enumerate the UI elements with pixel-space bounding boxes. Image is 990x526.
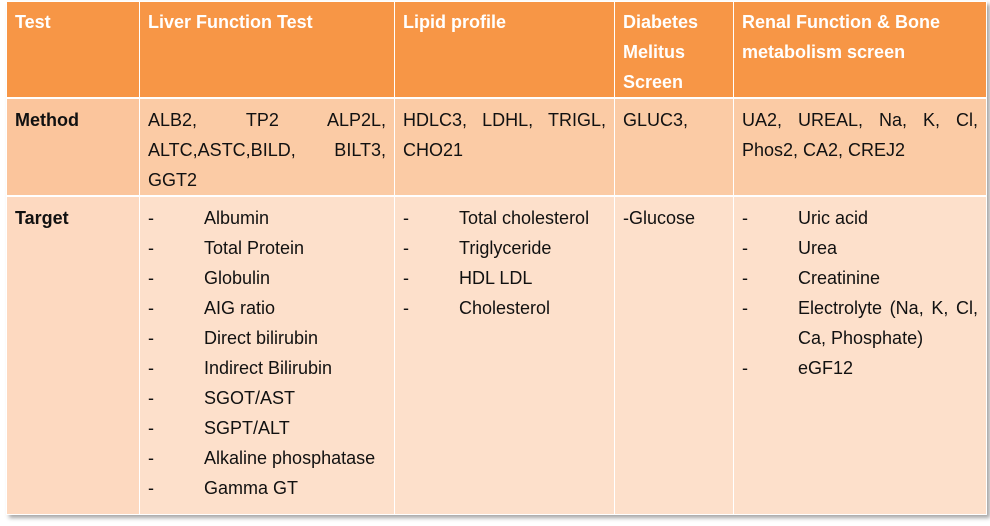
bullet-dash: - [742, 208, 748, 228]
list-item-text: Electrolyte (Na, K, Cl, Ca, Phosphate) [798, 298, 978, 348]
bullet-dash: - [148, 448, 154, 468]
list-item-text: SGPT/ALT [204, 418, 290, 438]
bullet-dash: - [148, 298, 154, 318]
list-item: - SGOT/AST [148, 383, 386, 413]
bullet-dash: - [148, 238, 154, 258]
list-item-text: AIG ratio [204, 298, 276, 318]
bullet-dash: - [148, 478, 154, 498]
bullet-dash: - [148, 208, 154, 228]
bullet-dash: - [742, 298, 748, 318]
list-item: - Electrolyte (Na, K, Cl, Ca, Phosphate) [742, 293, 978, 353]
bullet-dash: - [403, 238, 409, 258]
list-item: - Gamma GT [148, 473, 386, 503]
list-item: - AIG ratio [148, 293, 386, 323]
header-lipid-profile: Lipid profile [394, 1, 615, 99]
target-liver: - Albumin - Total Protein - Globulin - AIG rati… [139, 195, 395, 515]
list-item: - Triglyceride [403, 233, 606, 263]
target-lipid: - Total cholesterol - Triglyceride - HDL LDL -… [394, 195, 615, 515]
test-table: Test Liver Function Test Lipid profile D… [6, 1, 987, 515]
list-item-text: eGF12 [798, 358, 854, 378]
bullet-dash: - [148, 388, 154, 408]
target-liver-list: - Albumin - Total Protein - Globulin - AIG rati… [148, 203, 386, 503]
bullet-dash: - [148, 418, 154, 438]
method-renal: UA2, UREAL, Na, K, Cl, Phos2, CA2, CREJ2 [733, 97, 987, 197]
target-lipid-list: - Total cholesterol - Triglyceride - HDL LDL -… [403, 203, 606, 323]
method-lipid: HDLC3, LDHL, TRIGL, CHO21 [394, 97, 615, 197]
list-item: - Cholesterol [403, 293, 606, 323]
list-item-text: Gamma GT [204, 478, 299, 498]
list-item: - Creatinine [742, 263, 978, 293]
list-item: - Globulin [148, 263, 386, 293]
list-item-text: Total Protein [204, 238, 305, 258]
header-diabetes: Diabetes Melitus Screen [614, 1, 734, 99]
bullet-dash: - [148, 328, 154, 348]
list-item-text: Uric acid [798, 208, 869, 228]
list-item-text: HDL LDL [459, 268, 533, 288]
method-row: Method ALB2, TP2 ALP2L, ALTC,ASTC,BILD, … [6, 97, 987, 197]
list-item-text: Total cholesterol [459, 208, 590, 228]
list-item: - Alkaline phosphatase [148, 443, 386, 473]
header-test: Test [6, 1, 140, 99]
target-diabetes: -Glucose [614, 195, 734, 515]
list-item: - Indirect Bilirubin [148, 353, 386, 383]
target-renal-list: - Uric acid - Urea - Creatinine - Electrolyte (… [742, 203, 978, 383]
list-item-text: Triglyceride [459, 238, 552, 258]
list-item-text: Globulin [204, 268, 271, 288]
list-item-text: Alkaline phosphatase [204, 448, 376, 468]
bullet-dash: - [148, 268, 154, 288]
header-row: Test Liver Function Test Lipid profile D… [6, 1, 987, 99]
list-item: - Urea [742, 233, 978, 263]
list-item-text: Indirect Bilirubin [204, 358, 333, 378]
list-item: - Albumin [148, 203, 386, 233]
list-item: - HDL LDL [403, 263, 606, 293]
bullet-dash: - [403, 268, 409, 288]
list-item: - Total cholesterol [403, 203, 606, 233]
header-liver-function: Liver Function Test [139, 1, 395, 99]
list-item-text: Cholesterol [459, 298, 551, 318]
list-item-text: Urea [798, 238, 838, 258]
list-item-text: SGOT/AST [204, 388, 296, 408]
list-item: - SGPT/ALT [148, 413, 386, 443]
method-diabetes: GLUC3, [614, 97, 734, 197]
bullet-dash: - [148, 358, 154, 378]
bullet-dash: - [742, 238, 748, 258]
list-item: - Direct bilirubin [148, 323, 386, 353]
list-item-text: Direct bilirubin [204, 328, 319, 348]
list-item-text: Albumin [204, 208, 270, 228]
list-item: - eGF12 [742, 353, 978, 383]
target-label: Target [6, 195, 140, 515]
list-item: - Uric acid [742, 203, 978, 233]
method-liver: ALB2, TP2 ALP2L, ALTC,ASTC,BILD, BILT3, … [139, 97, 395, 197]
bullet-dash: - [403, 208, 409, 228]
header-renal-bone: Renal Function & Bone metabolism screen [733, 1, 987, 99]
bullet-dash: - [742, 358, 748, 378]
target-renal: - Uric acid - Urea - Creatinine - Electrolyte (… [733, 195, 987, 515]
list-item: - Total Protein [148, 233, 386, 263]
bullet-dash: - [742, 268, 748, 288]
target-row: Target - Albumin - Total Protein - Globulin - A… [6, 195, 987, 515]
method-label: Method [6, 97, 140, 197]
list-item-text: Creatinine [798, 268, 881, 288]
bullet-dash: - [403, 298, 409, 318]
